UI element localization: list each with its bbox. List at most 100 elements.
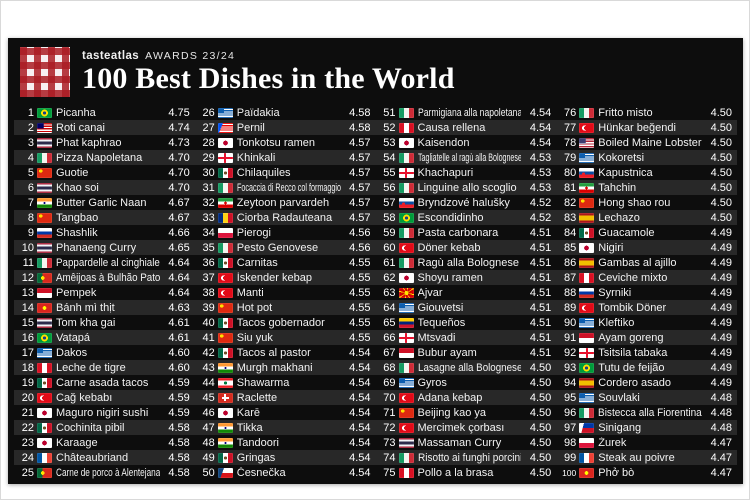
rating-value: 4.57: [349, 196, 371, 209]
table-row: 16 Vatapá 4.61 41 Siu yuk 4.55 66 Mtsvad…: [14, 330, 737, 345]
dish-entry: 82 Hong shao rou 4.50: [556, 195, 737, 210]
dish-name-wrap: Maguro nigiri sushi: [56, 407, 160, 419]
dish-name: Tikka: [236, 421, 263, 434]
rating-value: 4.50: [529, 361, 552, 374]
dish-entry: 81 Tahchin 4.50: [556, 180, 737, 195]
th-flag-icon: [37, 137, 52, 148]
rating-value: 4.50: [710, 121, 732, 134]
rating-value: 4.47: [710, 451, 732, 464]
rank-number: 47: [202, 421, 215, 434]
dish-name-wrap: Giouvetsi: [418, 302, 522, 314]
dish-name: Carnitas: [236, 256, 278, 269]
mx-flag-icon: [217, 167, 233, 178]
rating-value: 4.54: [349, 451, 371, 464]
rating-value: 4.50: [710, 211, 732, 224]
dish-name: Pappardelle al cinghiale: [56, 256, 160, 269]
dish-name: Sinigang: [598, 421, 642, 434]
rank-number: 94: [564, 376, 577, 389]
dish-entry: 86 Gambas al ajillo 4.49: [556, 255, 737, 270]
dish-name-wrap: Cağ kebabı: [56, 392, 160, 404]
dish-name: Tacos al pastor: [236, 346, 311, 359]
dish-name-wrap: Amêijoas à Bulhão Pato: [56, 272, 160, 284]
dish-name: Guotie: [56, 166, 89, 179]
dish-name-wrap: Bistecca alla Fiorentina: [598, 407, 702, 419]
dish-entry: 2 Roti canai 4.74: [14, 120, 195, 135]
pe-flag-icon: [37, 362, 52, 373]
dish-name: Kokoretsi: [598, 151, 645, 164]
dish-entry: 48 Tandoori 4.54: [195, 435, 376, 450]
rating-value: 4.50: [529, 406, 552, 419]
ge-flag-icon: [579, 347, 595, 358]
rank-number: 77: [564, 121, 577, 134]
dish-entry: 98 Żurek 4.47: [556, 435, 737, 450]
rating-value: 4.70: [168, 151, 190, 164]
rank-number: 52: [383, 121, 396, 134]
dish-name-wrap: Ajvar: [418, 287, 522, 299]
rating-value: 4.50: [529, 466, 552, 479]
br-flag-icon: [398, 212, 414, 223]
rating-value: 4.51: [529, 346, 552, 359]
dish-name-wrap: Ayam goreng: [598, 332, 702, 344]
pe-flag-icon: [579, 272, 595, 283]
dish-name-wrap: Phanaeng Curry: [56, 242, 160, 254]
dish-name: Ragù alla Bolognese: [417, 256, 520, 269]
rating-value: 4.50: [710, 196, 732, 209]
rating-value: 4.55: [349, 331, 371, 344]
dish-name-wrap: İskender kebap: [237, 272, 341, 284]
dish-entry: 39 Hot pot 4.55: [195, 300, 376, 315]
dish-name-wrap: Kleftiko: [598, 317, 702, 329]
rating-value: 4.49: [710, 256, 732, 269]
rank-number: 40: [202, 316, 215, 329]
rank-number: 60: [383, 241, 396, 254]
rating-value: 4.57: [349, 181, 371, 194]
dish-name-wrap: Ceviche mixto: [598, 272, 702, 284]
rating-value: 4.51: [529, 286, 552, 299]
mx-flag-icon: [217, 317, 233, 328]
dish-name: Döner kebab: [417, 241, 481, 254]
dish-entry: 50 Česnečka 4.54: [195, 465, 376, 480]
dish-name: Raclette: [236, 391, 278, 404]
jp-flag-icon: [398, 272, 414, 283]
mk-flag-icon: [398, 287, 414, 298]
it-flag-icon: [579, 407, 595, 418]
it-flag-icon: [398, 257, 414, 268]
dish-name: Mercimek çorbası: [417, 421, 505, 434]
id-flag-icon: [398, 347, 414, 358]
dish-name: Pizza Napoletana: [56, 151, 143, 164]
rating-value: 4.58: [349, 121, 371, 134]
table-row: 5 Guotie 4.70 30 Chilaquiles 4.57 55 Kha…: [14, 165, 737, 180]
dish-name-wrap: Cordero asado: [598, 377, 702, 389]
dish-name: Phở bò: [598, 466, 635, 479]
dish-entry: 4 Pizza Napoletana 4.70: [14, 150, 195, 165]
rating-value: 4.58: [168, 466, 190, 479]
rating-value: 4.58: [168, 436, 190, 449]
dish-name-wrap: Pollo a la brasa: [418, 467, 522, 479]
rank-number: 33: [202, 211, 215, 224]
rank-number: 11: [22, 256, 34, 269]
dish-name-wrap: Zeytoon parvardeh: [237, 197, 341, 209]
dish-name-wrap: Guotie: [56, 167, 160, 179]
rank-number: 75: [383, 466, 396, 479]
dish-name-wrap: Hot pot: [237, 302, 341, 314]
dish-name-wrap: Tutu de feijão: [598, 362, 702, 374]
gr-flag-icon: [579, 152, 595, 163]
dish-name: Boiled Maine Lobster: [598, 136, 702, 149]
dish-entry: 37 İskender kebap 4.55: [195, 270, 376, 285]
dish-name-wrap: Phat kaphrao: [56, 137, 160, 149]
rank-number: 70: [383, 391, 396, 404]
rating-value: 4.50: [529, 421, 552, 434]
dish-name: Lechazo: [598, 211, 640, 224]
rank-number: 66: [383, 331, 396, 344]
dish-name-wrap: Adana kebap: [418, 392, 522, 404]
mx-flag-icon: [37, 377, 52, 388]
gr-flag-icon: [217, 107, 233, 118]
dish-entry: 28 Tonkotsu ramen 4.57: [195, 135, 376, 150]
rank-number: 28: [202, 136, 215, 149]
dish-name-wrap: Tombik Döner: [598, 302, 702, 314]
br-flag-icon: [37, 332, 52, 343]
dish-entry: 42 Tacos al pastor 4.54: [195, 345, 376, 360]
dish-name: Shoyu ramen: [417, 271, 483, 284]
dish-name-wrap: Česnečka: [237, 467, 341, 479]
it-flag-icon: [37, 152, 52, 163]
rank-number: 29: [202, 151, 215, 164]
